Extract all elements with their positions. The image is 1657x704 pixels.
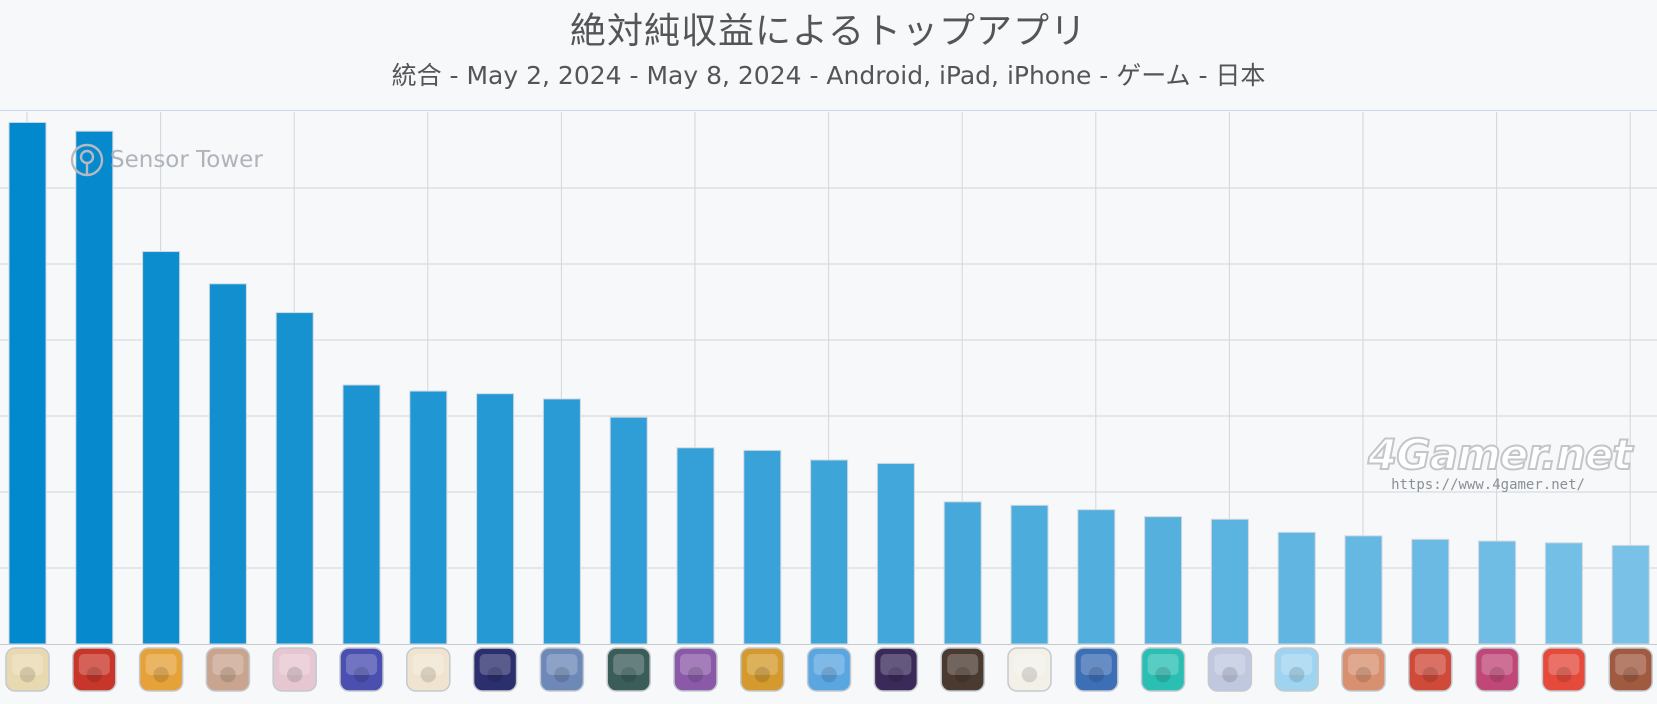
sensortower-label: Sensor Tower bbox=[110, 147, 263, 173]
app-icon-11 bbox=[673, 647, 718, 692]
bar bbox=[476, 393, 515, 645]
bar bbox=[1210, 518, 1249, 645]
app-icon-20 bbox=[1274, 647, 1319, 692]
app-icon-13 bbox=[806, 647, 852, 692]
app-icon-7 bbox=[406, 647, 451, 692]
bar bbox=[1411, 538, 1450, 645]
sensortower-icon bbox=[70, 143, 104, 177]
app-icon-6 bbox=[339, 647, 384, 692]
app-icon-19 bbox=[1207, 647, 1253, 692]
bar bbox=[876, 462, 915, 645]
app-icons bbox=[5, 647, 1653, 692]
app-icon-17 bbox=[1074, 647, 1119, 692]
app-icon-12 bbox=[740, 647, 785, 692]
app-icon-24 bbox=[1541, 647, 1587, 692]
app-icon-9 bbox=[539, 647, 585, 692]
bar bbox=[1611, 544, 1650, 645]
bar bbox=[743, 449, 782, 645]
bar bbox=[542, 398, 581, 645]
bar bbox=[208, 283, 247, 645]
bar bbox=[75, 130, 114, 645]
chart-subtitle: 統合 - May 2, 2024 - May 8, 2024 - Android… bbox=[391, 61, 1266, 90]
4gamer-logo: 4Gamer.net bbox=[1367, 429, 1633, 480]
4gamer-watermark: 4Gamer.net https://www.4gamer.net/ bbox=[1367, 429, 1633, 493]
chart-header: 絶対純収益によるトップアプリ 統合 - May 2, 2024 - May 8,… bbox=[0, 0, 1657, 111]
app-icon-10 bbox=[606, 647, 651, 692]
bar bbox=[943, 501, 982, 645]
bar bbox=[8, 121, 47, 645]
app-icon-21 bbox=[1341, 647, 1386, 692]
app-icon-8 bbox=[472, 647, 518, 692]
bar bbox=[342, 384, 381, 645]
bar bbox=[609, 416, 648, 645]
4gamer-url: https://www.4gamer.net/ bbox=[1391, 477, 1585, 493]
bar bbox=[1010, 504, 1049, 645]
app-icon-25 bbox=[1608, 647, 1653, 692]
app-icon-16 bbox=[1007, 647, 1052, 692]
bar bbox=[1277, 531, 1316, 645]
app-icon-2 bbox=[72, 647, 117, 692]
bar bbox=[1077, 509, 1116, 645]
app-icon-3 bbox=[138, 647, 184, 692]
bar bbox=[1144, 516, 1183, 645]
bar bbox=[1344, 535, 1383, 645]
bar bbox=[142, 251, 181, 645]
app-icon-15 bbox=[940, 647, 985, 692]
bar bbox=[1544, 542, 1583, 645]
app-icon-18 bbox=[1140, 647, 1186, 692]
app-icon-1 bbox=[5, 647, 50, 692]
bar bbox=[409, 390, 448, 645]
bar bbox=[1478, 540, 1517, 645]
chart-title: 絶対純収益によるトップアプリ bbox=[570, 11, 1087, 52]
bars bbox=[8, 121, 1650, 645]
sensortower-watermark: Sensor Tower bbox=[70, 142, 263, 178]
bar bbox=[810, 459, 849, 645]
bar bbox=[275, 312, 314, 645]
app-icon-14 bbox=[873, 647, 919, 692]
app-icon-5 bbox=[272, 647, 317, 692]
app-icon-4 bbox=[205, 647, 251, 692]
bar bbox=[676, 447, 715, 645]
app-icon-22 bbox=[1408, 647, 1453, 692]
app-icon-23 bbox=[1474, 647, 1520, 692]
